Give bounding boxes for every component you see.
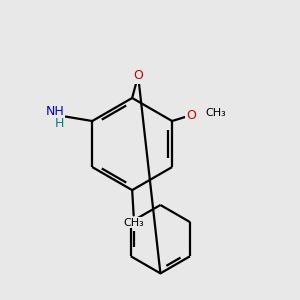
Text: O: O xyxy=(186,109,196,122)
Text: NH: NH xyxy=(45,105,64,118)
Text: H: H xyxy=(55,118,64,130)
Text: O: O xyxy=(133,69,143,82)
Text: CH₃: CH₃ xyxy=(206,108,226,118)
Text: CH₃: CH₃ xyxy=(123,218,144,228)
